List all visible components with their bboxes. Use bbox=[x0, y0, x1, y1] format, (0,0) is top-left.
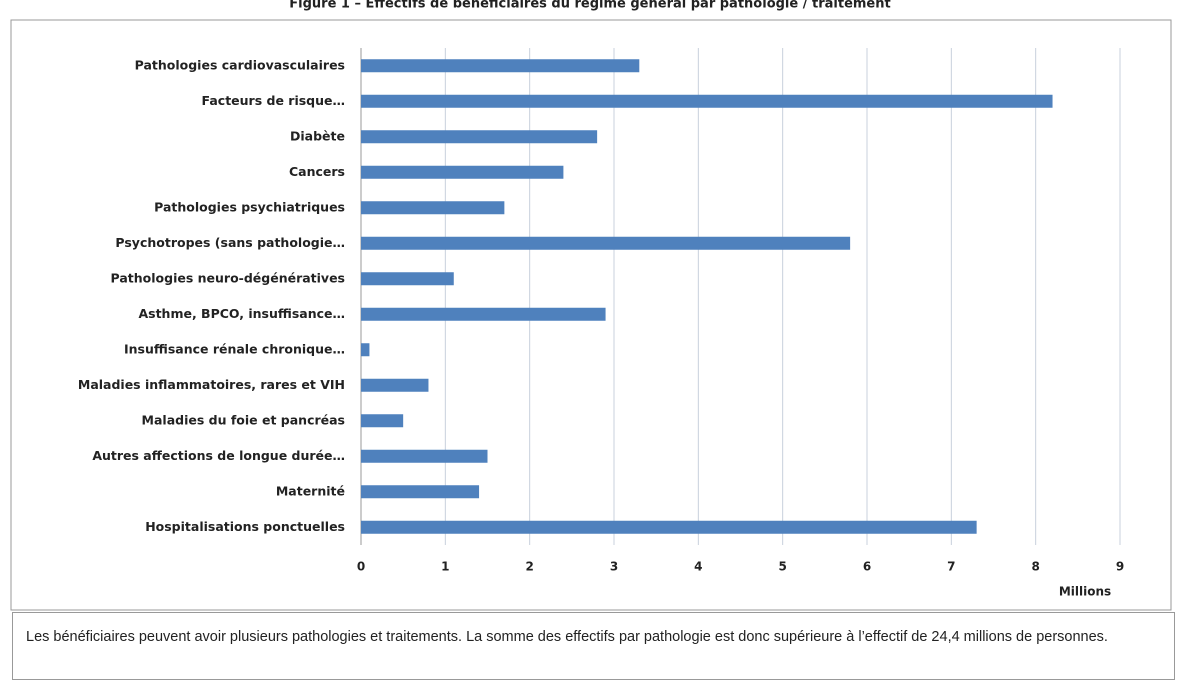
note: Les bénéficiaires peuvent avoir plusieur… bbox=[12, 612, 1175, 680]
y-tick-label: Cancers bbox=[289, 164, 345, 179]
x-tick-label: 6 bbox=[863, 560, 871, 574]
x-tick-label: 4 bbox=[694, 560, 702, 574]
x-tick-label: 7 bbox=[947, 560, 955, 574]
x-tick-label: 8 bbox=[1031, 560, 1039, 574]
bar bbox=[361, 449, 488, 463]
y-tick-label: Pathologies neuro-dégénératives bbox=[111, 270, 345, 285]
bar bbox=[361, 414, 404, 428]
chart-title: Figure 1 – Effectifs de bénéficiaires du… bbox=[289, 0, 890, 12]
x-tick-label: 5 bbox=[778, 560, 786, 574]
chart: Figure 1 – Effectifs de bénéficiaires du… bbox=[10, 0, 1172, 611]
y-tick-label: Psychotropes (sans pathologie… bbox=[115, 235, 345, 250]
y-tick-label: Maladies inflammatoires, rares et VIH bbox=[78, 377, 345, 392]
y-tick-label: Asthme, BPCO, insuffisance… bbox=[138, 306, 345, 321]
y-tick-label: Hospitalisations ponctuelles bbox=[145, 519, 345, 534]
x-tick-label: 1 bbox=[441, 560, 449, 574]
bar bbox=[361, 520, 977, 534]
y-tick-label: Pathologies psychiatriques bbox=[154, 199, 345, 214]
bar bbox=[361, 130, 598, 144]
y-tick-label: Autres affections de longue durée… bbox=[92, 448, 345, 463]
y-tick-label: Facteurs de risque… bbox=[202, 93, 345, 108]
bar bbox=[361, 485, 480, 499]
chart-frame bbox=[10, 19, 1172, 611]
bar bbox=[361, 343, 370, 357]
x-tick-label: 0 bbox=[357, 560, 365, 574]
y-tick-label: Maladies du foie et pancréas bbox=[142, 412, 345, 427]
bar bbox=[361, 165, 564, 179]
x-tick-label: 9 bbox=[1116, 560, 1124, 574]
bar bbox=[361, 236, 851, 250]
bar bbox=[361, 378, 429, 392]
x-tick-label: 2 bbox=[525, 560, 533, 574]
bar bbox=[361, 201, 505, 215]
x-tick-label: 3 bbox=[610, 560, 618, 574]
bar bbox=[361, 94, 1053, 108]
y-tick-label: Insuffisance rénale chronique… bbox=[124, 341, 345, 356]
y-tick-label: Diabète bbox=[290, 128, 345, 143]
bar bbox=[361, 272, 454, 286]
y-tick-label: Pathologies cardiovasculaires bbox=[135, 57, 345, 72]
bar bbox=[361, 307, 606, 321]
bar bbox=[361, 59, 640, 73]
y-tick-label: Maternité bbox=[276, 483, 345, 498]
x-axis-label: Millions bbox=[1059, 585, 1111, 599]
